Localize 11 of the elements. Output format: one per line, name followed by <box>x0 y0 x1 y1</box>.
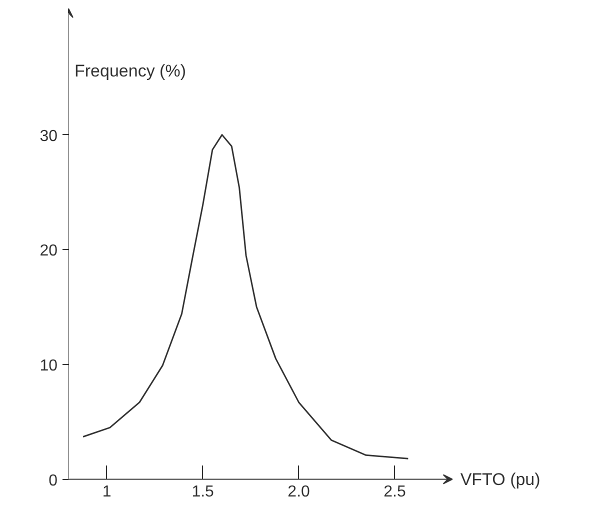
line-series <box>82 134 409 460</box>
y-tick-label: 20 <box>40 242 58 260</box>
x-tick-label: 2.0 <box>288 483 310 500</box>
x-tick-label: 1.5 <box>192 483 214 500</box>
x-axis-title: VFTO (pu) <box>460 470 540 489</box>
y-tick-label: 0 <box>48 472 58 490</box>
y-tick-label: 30 <box>40 128 58 145</box>
x-tick-label: 1 <box>102 483 112 500</box>
y-axis-title: Frequency (%) <box>74 62 186 80</box>
y-tick-label: 10 <box>40 357 58 374</box>
x-tick-label: 2.5 <box>384 483 406 500</box>
